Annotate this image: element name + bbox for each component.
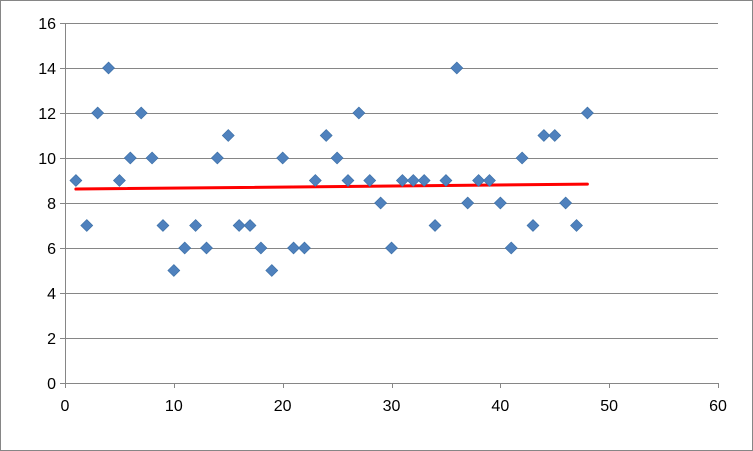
data-point-0-10 [178, 241, 192, 255]
data-point-0-16 [243, 219, 257, 232]
data-point-0-21 [298, 241, 311, 255]
data-point-0-15 [232, 219, 246, 232]
data-point-0-7 [145, 151, 159, 165]
data-point-0-19 [276, 151, 290, 165]
data-point-0-32 [417, 174, 431, 187]
data-point-0-14 [221, 129, 235, 142]
trendline [74, 182, 589, 191]
x-tick-label-50: 50 [600, 398, 618, 415]
data-point-0-1 [80, 219, 94, 232]
data-point-0-17 [254, 241, 268, 255]
data-point-0-35 [450, 61, 464, 75]
data-point-0-22 [308, 174, 322, 187]
data-point-0-25 [341, 174, 355, 187]
x-tick-label-60: 60 [709, 398, 727, 415]
data-point-0-24 [330, 151, 344, 165]
data-point-0-8 [156, 219, 170, 232]
x-tick-label-10: 10 [165, 398, 183, 415]
data-point-0-11 [189, 219, 203, 232]
data-point-0-3 [102, 61, 115, 75]
x-tick-label-30: 30 [383, 398, 401, 415]
data-point-0-43 [537, 129, 551, 142]
data-point-0-39 [493, 196, 507, 210]
data-point-0-40 [504, 241, 518, 255]
y-tick-label-10: 10 [38, 151, 56, 168]
data-point-0-47 [580, 106, 594, 120]
x-tick-label-20: 20 [274, 398, 292, 415]
y-tick-label-16: 16 [38, 16, 56, 33]
data-point-0-38 [483, 174, 496, 187]
y-tick-label-12: 12 [38, 106, 56, 123]
data-point-0-46 [570, 219, 583, 232]
data-point-0-45 [559, 196, 573, 210]
data-point-0-33 [428, 219, 442, 232]
data-point-0-27 [363, 174, 377, 187]
gridlines [65, 23, 718, 339]
data-point-0-36 [461, 196, 475, 210]
data-point-0-0 [69, 174, 83, 187]
y-tick-label-14: 14 [38, 61, 56, 78]
y-tick-label-6: 6 [47, 241, 56, 258]
x-tick-label-0: 0 [61, 398, 70, 415]
y-tick-label-4: 4 [47, 286, 56, 303]
data-point-0-20 [287, 241, 300, 255]
y-tick-label-2: 2 [47, 331, 56, 348]
data-point-0-34 [439, 174, 453, 187]
axes [60, 23, 719, 388]
trendline-layer [74, 182, 589, 191]
tick-labels: 0 2 4 6 8 10 12 14 16 0 10 20 30 40 50 60 [38, 16, 727, 415]
data-point-0-42 [526, 219, 540, 232]
data-point-0-2 [91, 106, 105, 120]
data-point-0-12 [200, 241, 213, 255]
data-points [69, 61, 594, 277]
data-point-0-31 [406, 174, 420, 187]
data-point-0-6 [134, 106, 148, 120]
data-point-0-5 [123, 151, 137, 165]
data-point-0-41 [515, 151, 529, 165]
data-point-0-30 [395, 174, 409, 187]
y-tick-label-8: 8 [47, 196, 56, 213]
data-point-0-4 [112, 174, 126, 187]
x-tick-label-40: 40 [491, 398, 509, 415]
data-point-0-37 [472, 174, 485, 187]
data-point-0-44 [548, 129, 562, 142]
data-point-0-29 [385, 241, 398, 255]
data-point-0-28 [374, 196, 388, 210]
data-point-0-18 [265, 264, 279, 277]
data-point-0-26 [352, 106, 366, 120]
data-point-0-23 [319, 129, 333, 142]
data-point-0-9 [167, 264, 181, 277]
data-point-0-13 [210, 151, 224, 165]
y-tick-label-0: 0 [47, 376, 56, 393]
